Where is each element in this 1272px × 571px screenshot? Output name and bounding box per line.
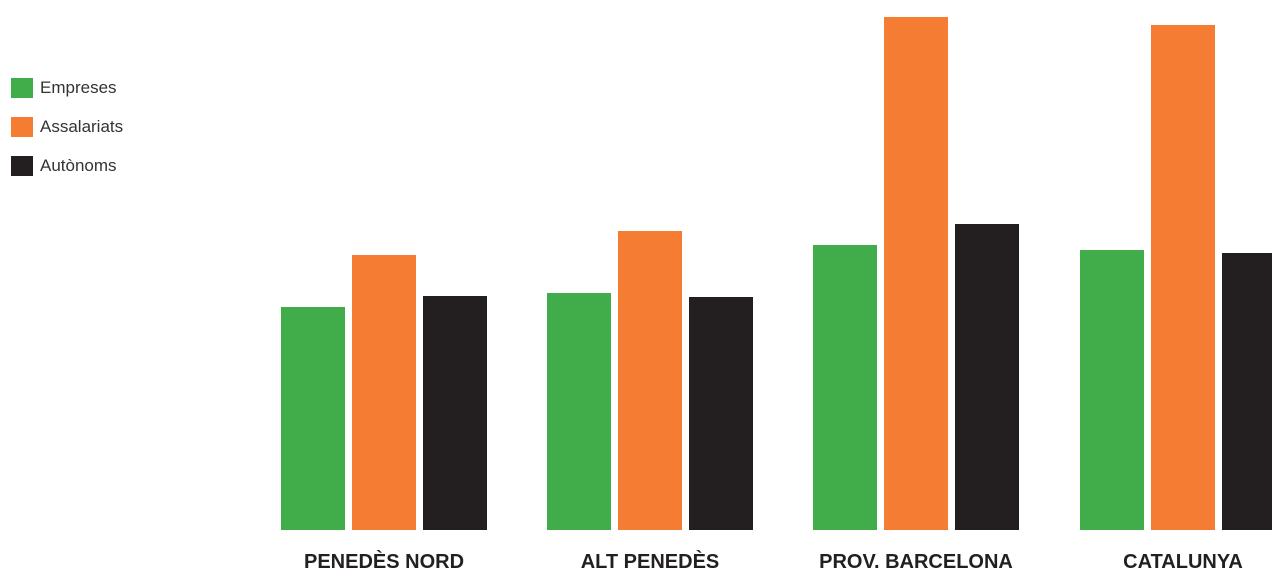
- bar-autonoms-penedes-nord: [423, 296, 487, 530]
- bar-empreses-penedes-nord: [281, 307, 345, 530]
- legend-item-assalariats: Assalariats: [11, 117, 123, 137]
- x-tick-label-prov-barcelona: PROV. BARCELONA: [819, 551, 1013, 571]
- legend-item-empreses: Empreses: [11, 78, 123, 98]
- bar-assalariats-catalunya: [1151, 25, 1215, 530]
- legend-label-autonoms: Autònoms: [40, 156, 117, 175]
- bar-empreses-alt-penedes: [547, 293, 611, 530]
- legend-label-empreses: Empreses: [40, 78, 117, 97]
- bar-autonoms-catalunya: [1222, 253, 1272, 530]
- legend-label-assalariats: Assalariats: [40, 117, 124, 136]
- bar-assalariats-penedes-nord: [352, 255, 416, 530]
- legend-swatch-empreses: [11, 78, 33, 98]
- x-tick-label-alt-penedes: ALT PENEDÈS: [581, 550, 720, 571]
- bar-autonoms-prov-barcelona: [955, 224, 1019, 530]
- bar-autonoms-alt-penedes: [689, 297, 753, 530]
- legend-swatch-assalariats: [11, 117, 33, 137]
- x-tick-label-penedes-nord: PENEDÈS NORD: [304, 550, 464, 571]
- bar-empreses-prov-barcelona: [813, 245, 877, 530]
- x-tick-label-catalunya: CATALUNYA: [1123, 551, 1243, 571]
- bar-assalariats-alt-penedes: [618, 231, 682, 530]
- legend: Empreses Assalariats Autònoms: [11, 78, 123, 195]
- bar-empreses-catalunya: [1080, 250, 1144, 530]
- legend-swatch-autonoms: [11, 156, 33, 176]
- bar-assalariats-prov-barcelona: [884, 17, 948, 530]
- legend-item-autonoms: Autònoms: [11, 156, 123, 176]
